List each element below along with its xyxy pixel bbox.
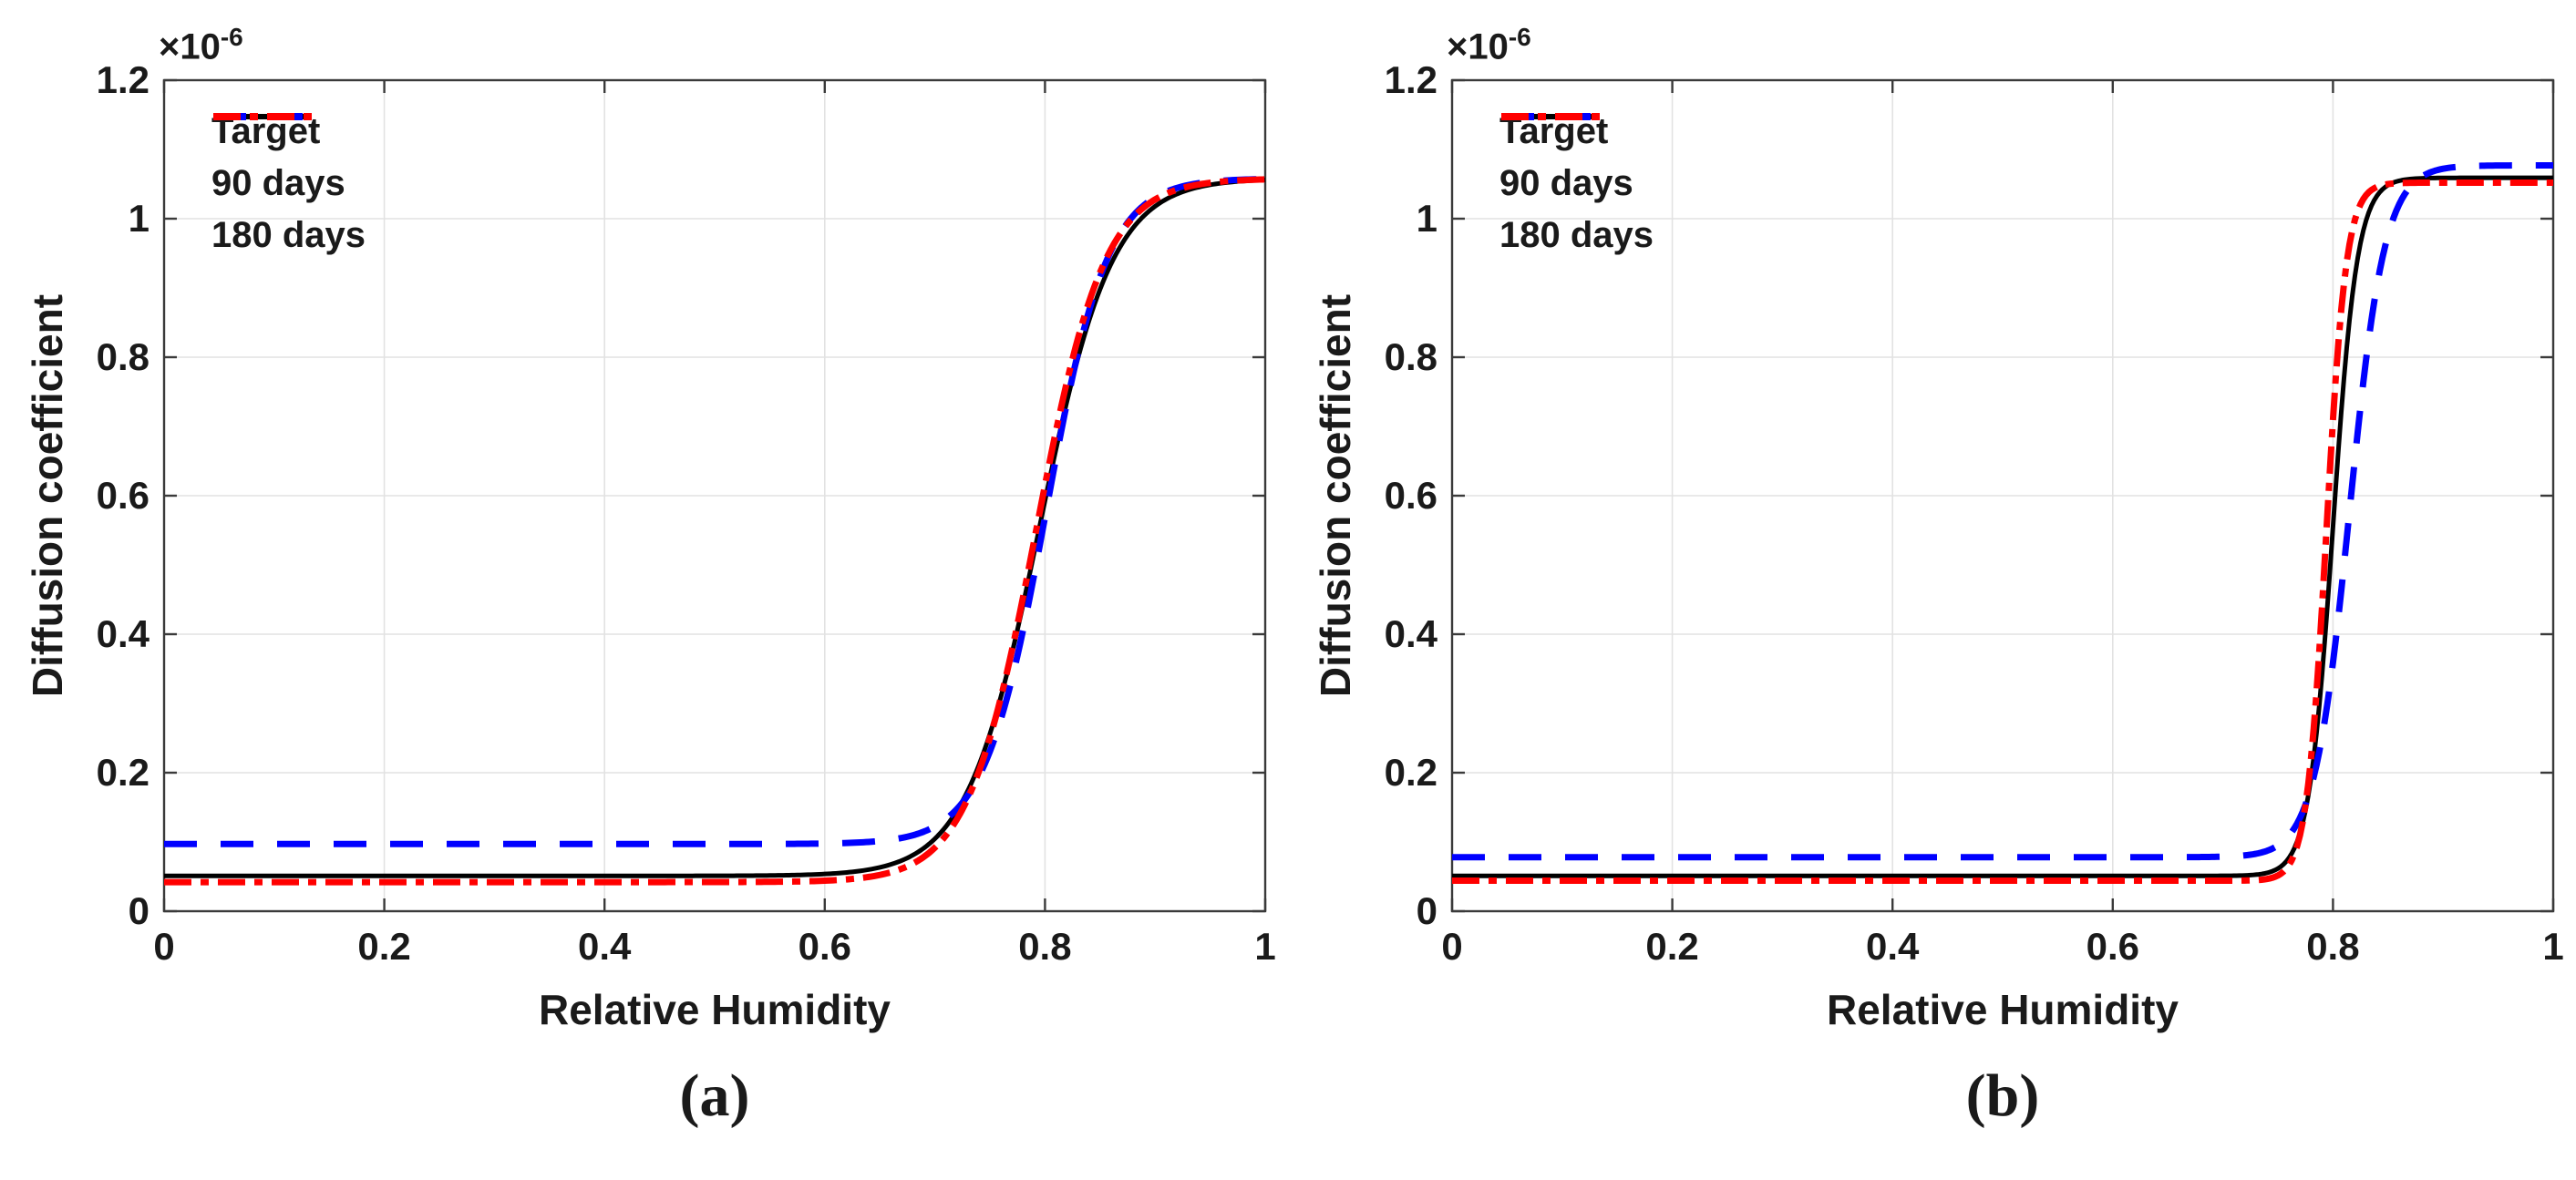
panel-caption: (a) xyxy=(679,1062,750,1129)
y-tick-label: 0.6 xyxy=(96,474,149,517)
y-axis-exponent-power: -6 xyxy=(1508,23,1531,51)
series-curve-180-days xyxy=(1451,179,2554,885)
panel-a: 0 0.2 0.4 0.6 0.8 1 1.2 0 0.2 0.4 0.6 0.8 1 ×10-6 Rela… xyxy=(24,18,1276,1129)
y-tick-label: 1 xyxy=(128,197,149,240)
x-tick-label: 0.2 xyxy=(1645,925,1699,968)
legend: Target 90 days 180 days xyxy=(211,111,366,255)
x-tick-label: 0 xyxy=(1441,925,1463,968)
x-tick-label: 0.4 xyxy=(1865,925,1920,968)
y-tick-label: 0.8 xyxy=(1384,335,1437,378)
legend-label: 90 days xyxy=(211,163,345,203)
y-tick-label: 1.2 xyxy=(96,58,149,101)
legend-item-90-days: 90 days xyxy=(1499,113,1654,203)
x-tick-label: 0.2 xyxy=(357,925,411,968)
x-axis-title: Relative Humidity xyxy=(1827,986,2179,1033)
x-tick-label: 0.6 xyxy=(798,925,851,968)
plot-canvas-b xyxy=(1450,78,2555,913)
y-tick-label: 0.2 xyxy=(96,751,149,794)
y-tick-label: 1.2 xyxy=(1384,58,1437,101)
y-axis-exponent-prefix: ×10 xyxy=(1447,26,1509,67)
y-axis-exponent-prefix: ×10 xyxy=(159,26,221,67)
legend-label: 90 days xyxy=(1499,163,1633,203)
y-axis-exponent-power: -6 xyxy=(220,23,243,51)
y-tick-label: 0.6 xyxy=(1384,474,1437,517)
legend-item-180-days: 180 days xyxy=(211,113,366,255)
series-curve-90-days xyxy=(1451,161,2554,861)
plot-canvas-a xyxy=(162,78,1267,913)
series-curve-90-days xyxy=(163,176,1266,847)
y-tick-label: 0.4 xyxy=(96,612,149,655)
x-tick-label: 1 xyxy=(2542,925,2564,968)
y-tick-label: 0 xyxy=(1416,889,1437,932)
y-axis-title: Diffusion coefficient xyxy=(24,293,71,698)
x-tick-label: 0.6 xyxy=(2086,925,2139,968)
legend-label: 180 days xyxy=(1499,215,1654,255)
series-curve-target xyxy=(164,177,1266,878)
y-axis-exponent: ×10-6 xyxy=(159,18,243,66)
y-tick-label: 0.4 xyxy=(1384,612,1437,655)
series-curve-180-days xyxy=(163,176,1266,886)
series-curve-target xyxy=(1452,175,2553,878)
y-tick-label: 0.8 xyxy=(96,335,149,378)
legend-label: 180 days xyxy=(211,215,366,255)
y-tick-label: 0 xyxy=(128,889,149,932)
y-tick-label: 0.2 xyxy=(1384,751,1437,794)
x-tick-label: 0.8 xyxy=(2306,925,2360,968)
x-tick-label: 0.8 xyxy=(1018,925,1072,968)
legend-line-sample xyxy=(1501,113,1600,120)
y-axis-exponent: ×10-6 xyxy=(1447,18,1531,66)
y-tick-label: 1 xyxy=(1416,197,1437,240)
legend-item-90-days: 90 days xyxy=(211,113,366,203)
x-tick-label: 0.4 xyxy=(577,925,632,968)
x-tick-label: 0 xyxy=(153,925,175,968)
panel-b: 0 0.2 0.4 0.6 0.8 1 1.2 0 0.2 0.4 0.6 0.8 1 ×10-6 Rela… xyxy=(1288,0,2576,1180)
x-tick-label: 1 xyxy=(1254,925,1276,968)
y-axis-title: Diffusion coefficient xyxy=(1312,293,1359,698)
legend-line-sample xyxy=(213,113,312,120)
panel-caption: (b) xyxy=(1965,1062,2040,1129)
legend: Target 90 days 180 days xyxy=(1499,111,1654,255)
legend-item-180-days: 180 days xyxy=(1499,113,1654,255)
x-axis-title: Relative Humidity xyxy=(539,986,891,1033)
